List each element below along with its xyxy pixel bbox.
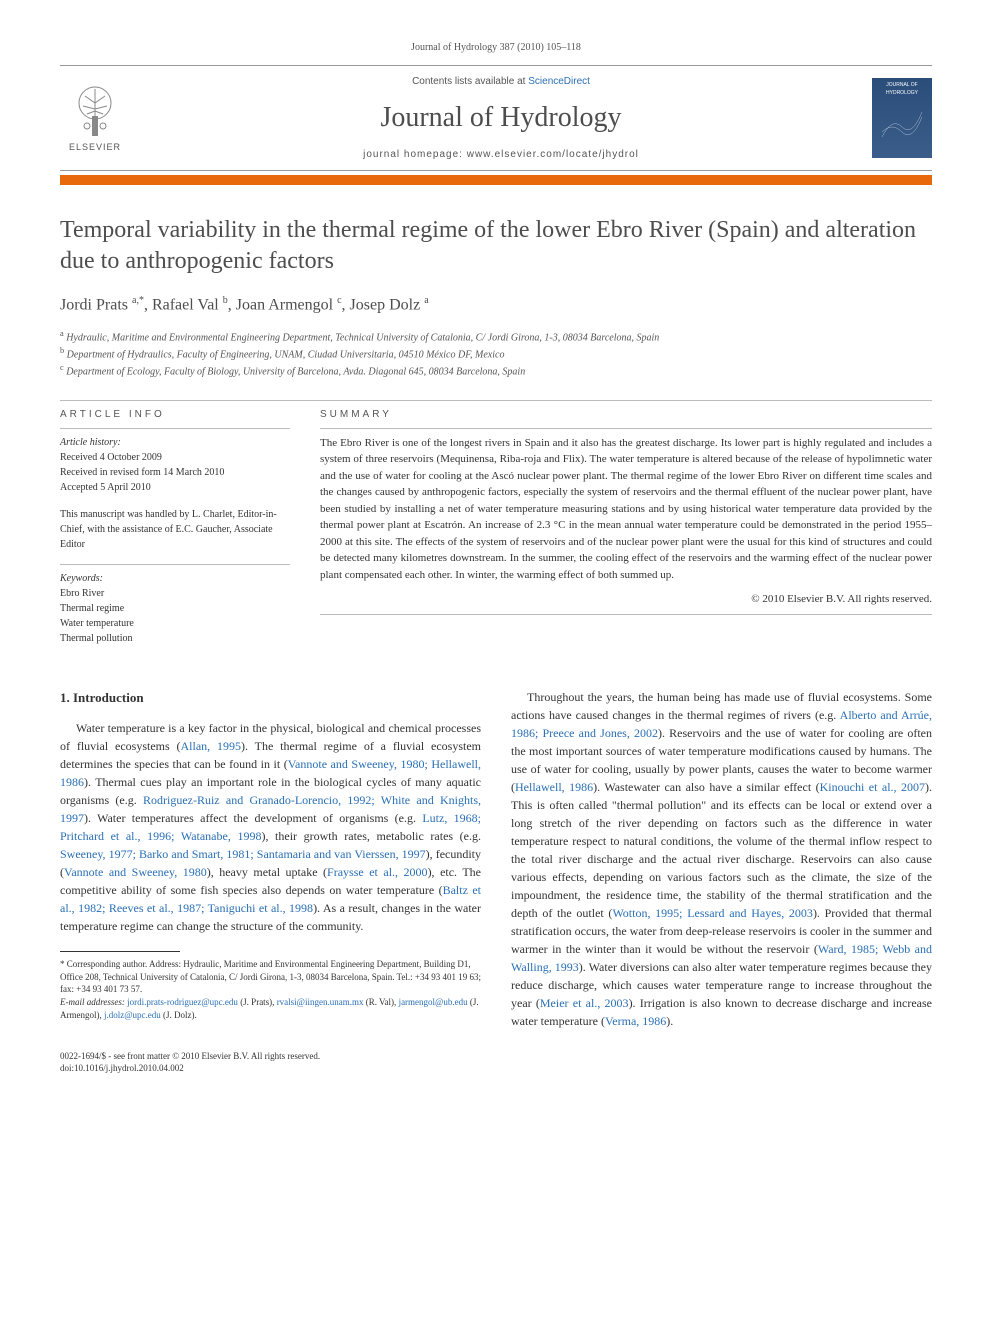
journal-cover-thumbnail: JOURNAL OF HYDROLOGY xyxy=(872,78,932,158)
email-footnote: E-mail addresses: jordi.prats-rodriguez@… xyxy=(60,996,481,1021)
header-bar: ELSEVIER Contents lists available at Sci… xyxy=(60,65,932,171)
keywords-block: Keywords: Ebro River Thermal regime Wate… xyxy=(60,571,290,646)
keyword-2: Water temperature xyxy=(60,616,290,631)
summary-copyright: © 2010 Elsevier B.V. All rights reserved… xyxy=(320,591,932,608)
keyword-3: Thermal pollution xyxy=(60,631,290,646)
history-revised: Received in revised form 14 March 2010 xyxy=(60,465,290,480)
divider xyxy=(60,428,290,429)
editor-note: This manuscript was handled by L. Charle… xyxy=(60,507,290,552)
homepage-url: www.elsevier.com/locate/jhydrol xyxy=(467,149,639,160)
email-label: E-mail addresses: xyxy=(60,997,125,1007)
article-info-heading: ARTICLE INFO xyxy=(60,407,290,422)
summary-text: The Ebro River is one of the longest riv… xyxy=(320,435,932,584)
info-summary-row: ARTICLE INFO Article history: Received 4… xyxy=(60,407,932,658)
sciencedirect-link[interactable]: ScienceDirect xyxy=(528,76,590,87)
intro-paragraph-2: Throughout the years, the human being ha… xyxy=(511,688,932,1030)
contents-prefix: Contents lists available at xyxy=(412,76,528,87)
divider xyxy=(60,400,932,401)
history-received: Received 4 October 2009 xyxy=(60,450,290,465)
left-column: 1. Introduction Water temperature is a k… xyxy=(60,688,481,1030)
affiliation-a: a Hydraulic, Maritime and Environmental … xyxy=(60,328,932,345)
orange-divider-bar xyxy=(60,175,932,185)
history-block: Article history: Received 4 October 2009… xyxy=(60,435,290,495)
footer-meta: 0022-1694/$ - see front matter © 2010 El… xyxy=(60,1050,932,1075)
elsevier-logo: ELSEVIER xyxy=(60,78,130,158)
header-center: Contents lists available at ScienceDirec… xyxy=(130,74,872,162)
history-accepted: Accepted 5 April 2010 xyxy=(60,480,290,495)
journal-homepage: journal homepage: www.elsevier.com/locat… xyxy=(130,147,872,162)
homepage-prefix: journal homepage: xyxy=(363,149,467,160)
summary-heading: SUMMARY xyxy=(320,407,932,422)
cover-label: JOURNAL OF HYDROLOGY xyxy=(876,82,928,97)
journal-citation: Journal of Hydrology 387 (2010) 105–118 xyxy=(60,40,932,55)
divider xyxy=(320,428,932,429)
contents-line: Contents lists available at ScienceDirec… xyxy=(130,74,872,89)
divider xyxy=(320,614,932,615)
keyword-1: Thermal regime xyxy=(60,601,290,616)
corresponding-footnote: * Corresponding author. Address: Hydraul… xyxy=(60,958,481,996)
summary-block: SUMMARY The Ebro River is one of the lon… xyxy=(320,407,932,658)
history-label: Article history: xyxy=(60,435,290,450)
authors-line: Jordi Prats a,*, Rafael Val b, Joan Arme… xyxy=(60,293,932,317)
elsevier-tree-icon xyxy=(65,81,125,141)
elsevier-label: ELSEVIER xyxy=(69,141,121,155)
affiliation-b: b Department of Hydraulics, Faculty of E… xyxy=(60,345,932,362)
cover-graphic-icon xyxy=(877,97,927,147)
footnote-divider xyxy=(60,951,180,952)
divider xyxy=(60,564,290,565)
intro-heading: 1. Introduction xyxy=(60,688,481,708)
article-title: Temporal variability in the thermal regi… xyxy=(60,215,932,277)
intro-paragraph-1: Water temperature is a key factor in the… xyxy=(60,719,481,935)
issn-line: 0022-1694/$ - see front matter © 2010 El… xyxy=(60,1050,932,1063)
keyword-0: Ebro River xyxy=(60,586,290,601)
journal-title: Journal of Hydrology xyxy=(130,97,872,139)
article-info-block: ARTICLE INFO Article history: Received 4… xyxy=(60,407,290,658)
body-columns: 1. Introduction Water temperature is a k… xyxy=(60,688,932,1030)
keywords-label: Keywords: xyxy=(60,571,290,586)
affiliations: a Hydraulic, Maritime and Environmental … xyxy=(60,328,932,380)
right-column: Throughout the years, the human being ha… xyxy=(511,688,932,1030)
affiliation-c: c Department of Ecology, Faculty of Biol… xyxy=(60,362,932,379)
doi-line: doi:10.1016/j.jhydrol.2010.04.002 xyxy=(60,1062,932,1075)
